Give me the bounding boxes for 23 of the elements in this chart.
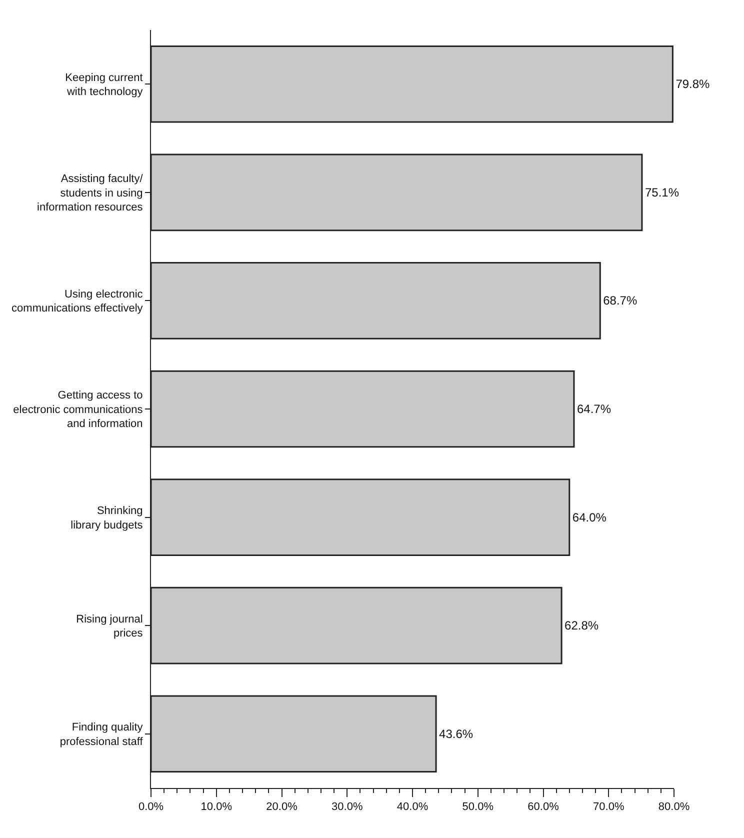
y-tick-label: Using electronic communications effectively xyxy=(12,288,144,315)
x-tick-label: 0.0% xyxy=(138,801,164,814)
x-tick-label: 20.0% xyxy=(266,801,298,814)
x-tick-label: 80.0% xyxy=(658,801,690,814)
y-tick-label: Assisting faculty/ students in using information resources xyxy=(37,172,144,214)
y-tick-label: Rising journal prices xyxy=(76,613,144,640)
data-label: 68.7% xyxy=(603,294,638,308)
x-tick-label: 10.0% xyxy=(200,801,232,814)
x-tick-label: 40.0% xyxy=(396,801,428,814)
y-tick-label: Shrinking library budgets xyxy=(70,504,144,532)
y-tick-label: Finding quality professional staff xyxy=(60,722,144,748)
data-label: 43.6% xyxy=(439,726,474,741)
data-label: 75.1% xyxy=(644,185,680,200)
y-tick-label: Getting access to electronic communications and information xyxy=(13,390,144,430)
x-tick-label: 70.0% xyxy=(593,801,624,814)
x-tick-label: 50.0% xyxy=(462,801,494,814)
data-label: 64.0% xyxy=(572,510,607,524)
x-tick-label: 30.0% xyxy=(332,801,363,814)
data-label: 79.8% xyxy=(676,77,710,92)
y-tick-label: Keeping current with technology xyxy=(65,72,144,98)
data-label: 64.7% xyxy=(576,402,612,416)
data-label: 62.8% xyxy=(564,618,599,633)
x-tick-label: 60.0% xyxy=(528,801,560,814)
